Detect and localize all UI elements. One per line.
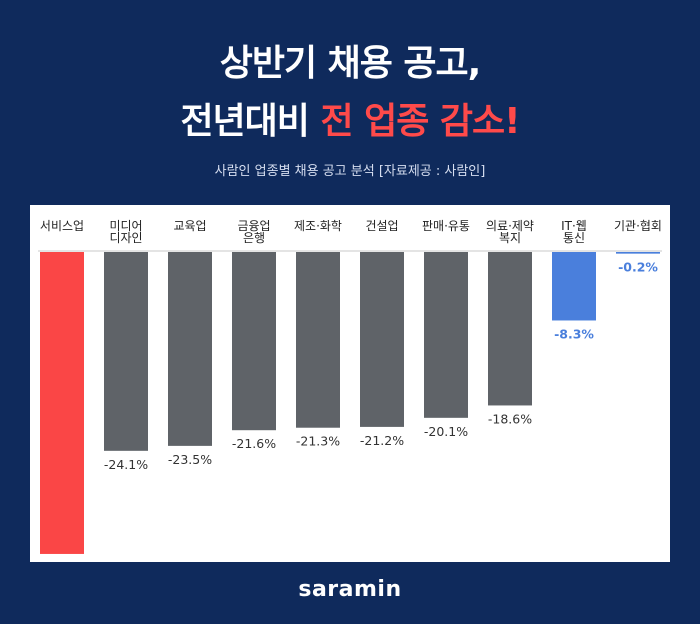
category-label: IT·웹 통신: [561, 219, 587, 245]
value-label: -18.6%: [488, 411, 532, 426]
bar: [232, 252, 276, 431]
brand-logo: saramin: [298, 577, 402, 602]
value-label: -8.3%: [554, 326, 594, 341]
page-title-line2: 전년대비 전 업종 감소!: [0, 92, 700, 144]
bar: [424, 252, 468, 418]
title-text-normal: 전년대비: [180, 101, 309, 142]
bar: [360, 252, 404, 427]
title-text-highlight: 전 업종 감소!: [320, 101, 520, 142]
category-label: 건설업: [365, 219, 398, 233]
bar: [552, 252, 596, 321]
bar: [168, 252, 212, 446]
bar: [616, 252, 660, 254]
page-title-line1: 상반기 채용 공고,: [0, 34, 700, 86]
category-label: 금융업 은행: [237, 219, 270, 245]
bar: [296, 252, 340, 428]
title-text-line1: 상반기 채용 공고,: [219, 43, 482, 84]
category-label: 기관·협회: [614, 219, 662, 233]
value-label: -0.2%: [618, 260, 658, 275]
category-label: 교육업: [173, 219, 206, 233]
category-label: 의료·제약 복지: [486, 218, 534, 245]
bar-chart: 서비스업-36.6%미디어디자인-24.1%교육업-23.5%금융업은행-21.…: [38, 218, 662, 554]
bar: [40, 252, 84, 554]
value-label: -21.2%: [360, 433, 404, 448]
category-label: 미디어 디자인: [109, 219, 142, 245]
value-label: -21.6%: [232, 436, 276, 451]
value-label: -20.1%: [424, 424, 468, 439]
bar: [104, 252, 148, 451]
value-label: -24.1%: [104, 457, 148, 472]
category-label: 판매·유통: [422, 219, 470, 233]
bar: [488, 252, 532, 406]
subtitle: 사람인 업종별 채용 공고 분석 [자료제공 : 사람인]: [214, 164, 486, 179]
category-label: 서비스업: [40, 219, 84, 233]
category-label: 제조·화학: [294, 219, 342, 233]
value-label: -23.5%: [168, 452, 212, 467]
chart-panel: 서비스업-36.6%미디어디자인-24.1%교육업-23.5%금융업은행-21.…: [30, 205, 670, 562]
value-label: -21.3%: [296, 434, 340, 449]
